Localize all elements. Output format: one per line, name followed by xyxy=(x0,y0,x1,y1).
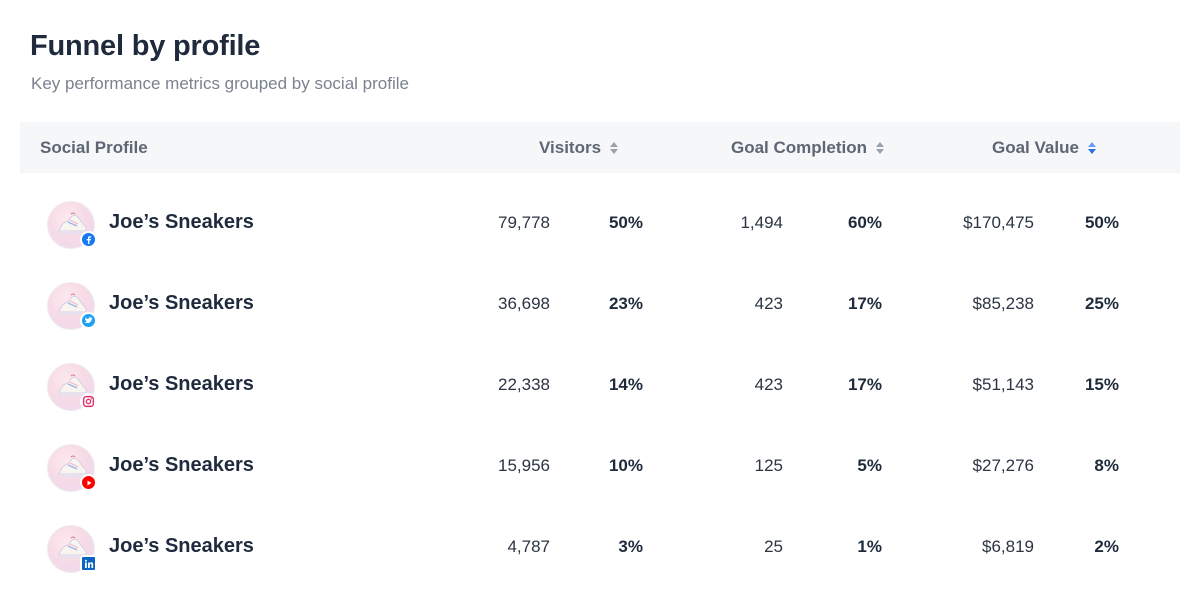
visitors-percent: 3% xyxy=(618,537,643,556)
visitors-value: 22,338 xyxy=(498,375,550,394)
visitors-value: 79,778 xyxy=(498,213,550,232)
column-header-label: Goal Value xyxy=(992,138,1079,157)
table-row[interactable]: Joe’s Sneakers 15,956 10% 125 5% $27,276 8% xyxy=(20,440,1180,520)
visitors-percent: 50% xyxy=(608,213,643,232)
profile-name[interactable]: Joe’s Sneakers xyxy=(109,373,254,395)
column-header-goal-completion[interactable]: Goal Completion xyxy=(731,138,884,158)
profile-avatar xyxy=(47,201,95,249)
visitors-value: 15,956 xyxy=(498,456,550,475)
goal-value-percent: 25% xyxy=(1084,294,1119,313)
column-header-label: Social Profile xyxy=(40,138,148,157)
goal-value-percent: 2% xyxy=(1094,537,1119,556)
column-header-goal-value[interactable]: Goal Value xyxy=(992,138,1096,158)
goal-completion-percent: 5% xyxy=(857,456,882,475)
youtube-icon xyxy=(80,474,97,491)
sort-icon[interactable] xyxy=(876,142,884,154)
goal-value-amount: $6,819 xyxy=(982,537,1034,556)
page-subtitle: Key performance metrics grouped by socia… xyxy=(31,74,409,93)
sneaker-image xyxy=(58,455,87,477)
visitors-value: 4,787 xyxy=(507,537,550,556)
column-header-label: Visitors xyxy=(539,138,602,157)
table-row[interactable]: Joe’s Sneakers 79,778 50% 1,494 60% $170,475 5… xyxy=(20,197,1180,277)
goal-value-amount: $85,238 xyxy=(972,294,1034,313)
goal-completion-value: 125 xyxy=(754,456,783,475)
goal-completion-percent: 17% xyxy=(847,294,882,313)
visitors-value: 36,698 xyxy=(498,294,550,313)
table-header: Social Profile Visitors Goal Completion … xyxy=(20,122,1180,173)
column-header-visitors[interactable]: Visitors xyxy=(539,138,619,158)
goal-completion-value: 25 xyxy=(764,537,783,556)
profile-name[interactable]: Joe’s Sneakers xyxy=(109,535,254,557)
sneaker-image xyxy=(58,536,87,558)
sneaker-image xyxy=(58,293,87,315)
goal-value-amount: $170,475 xyxy=(963,213,1034,232)
sneaker-image xyxy=(58,374,87,396)
goal-completion-value: 1,494 xyxy=(740,213,783,232)
profile-name[interactable]: Joe’s Sneakers xyxy=(109,211,254,233)
table-row[interactable]: Joe’s Sneakers 36,698 23% 423 17% $85,238 25% xyxy=(20,278,1180,358)
goal-value-amount: $51,143 xyxy=(972,375,1034,394)
table-row[interactable]: Joe’s Sneakers 4,787 3% 25 1% $6,819 2% xyxy=(20,521,1180,601)
profile-name[interactable]: Joe’s Sneakers xyxy=(109,454,254,476)
twitter-icon xyxy=(80,312,97,329)
goal-value-percent: 8% xyxy=(1094,456,1119,475)
visitors-percent: 23% xyxy=(608,294,643,313)
goal-completion-percent: 60% xyxy=(847,213,882,232)
profile-name[interactable]: Joe’s Sneakers xyxy=(109,292,254,314)
facebook-icon xyxy=(80,231,97,248)
goal-completion-percent: 1% xyxy=(857,537,882,556)
goal-value-percent: 50% xyxy=(1084,213,1119,232)
linkedin-icon xyxy=(80,555,97,572)
column-header-social-profile: Social Profile xyxy=(40,138,148,158)
sort-active-icon[interactable] xyxy=(1087,142,1096,154)
goal-value-amount: $27,276 xyxy=(972,456,1034,475)
goal-completion-value: 423 xyxy=(754,375,783,394)
visitors-percent: 10% xyxy=(608,456,643,475)
goal-completion-value: 423 xyxy=(754,294,783,313)
column-header-label: Goal Completion xyxy=(731,138,867,157)
goal-completion-percent: 17% xyxy=(847,375,882,394)
sneaker-image xyxy=(58,212,87,234)
instagram-icon xyxy=(80,393,97,410)
sort-icon[interactable] xyxy=(610,142,619,154)
goal-value-percent: 15% xyxy=(1084,375,1119,394)
page-title: Funnel by profile xyxy=(30,30,261,62)
table-row[interactable]: Joe’s Sneakers 22,338 14% 423 17% $51,143 15% xyxy=(20,359,1180,439)
funnel-table: Social Profile Visitors Goal Completion … xyxy=(20,122,1180,173)
visitors-percent: 14% xyxy=(608,375,643,394)
